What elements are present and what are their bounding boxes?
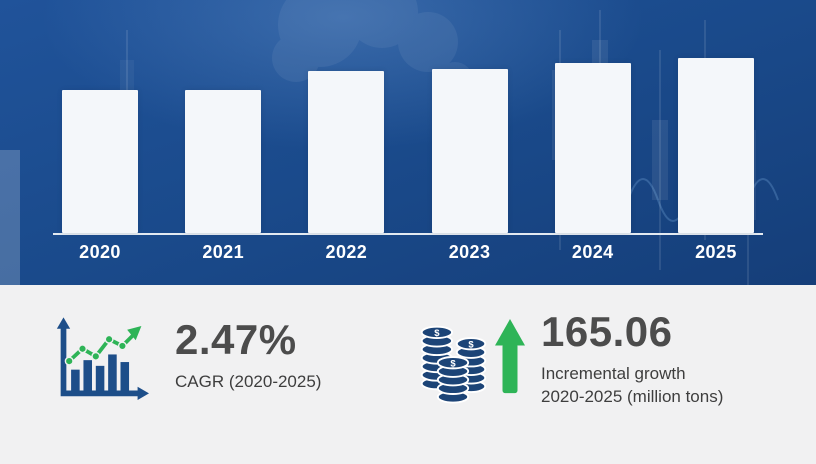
cagr-label: CAGR (2020-2025): [175, 372, 322, 391]
chart-bar-label: 2023: [448, 242, 491, 262]
chart-bar-label: 2021: [202, 242, 245, 262]
chart-bar: [554, 63, 631, 233]
chart-bar: [431, 69, 508, 233]
up-arrow-icon: [495, 319, 525, 394]
growth-label-line2: 2020-2025 (million tons): [541, 386, 724, 406]
growth-chart-icon: [56, 317, 149, 401]
growth-label: Incremental growth 2020-2025 (million to…: [541, 363, 723, 409]
growth-text: 165.06 Incremental growth 2020-2025 (mil…: [541, 311, 723, 409]
stats-section: 2.47% CAGR (2020-2025) $: [0, 285, 816, 464]
chart-bar: [62, 89, 138, 233]
chart-bar: [185, 90, 262, 233]
chart-bar-label: 2022: [325, 242, 368, 262]
chart-bar-label: 2024: [571, 242, 614, 262]
cagr-value: 2.47%: [175, 316, 297, 363]
svg-text:$: $: [468, 340, 474, 351]
coins-icon: $ $ $: [420, 325, 487, 404]
bar-chart: 2020 2021 2022 2023 2024 2025: [53, 57, 763, 263]
cagr-text: 2.47% CAGR (2020-2025): [175, 319, 321, 394]
bars-row: [53, 57, 763, 235]
svg-text:$: $: [434, 328, 440, 339]
chart-bar-label: 2025: [695, 242, 737, 262]
chart-bar: [308, 71, 385, 233]
labels-row: 2020 2021 2022 2023 2024 2025: [53, 242, 763, 263]
svg-text:$: $: [450, 358, 456, 369]
cagr-stat: 2.47% CAGR (2020-2025): [54, 317, 321, 409]
bar-chart-section: 2020 2021 2022 2023 2024 2025: [0, 0, 816, 285]
growth-label-line1: Incremental growth: [541, 364, 686, 383]
chart-bar: [677, 58, 754, 233]
incremental-growth-stat: $ $ $ 1: [416, 309, 723, 409]
growth-value: 165.06: [541, 308, 673, 355]
chart-bar-label: 2020: [79, 242, 121, 262]
